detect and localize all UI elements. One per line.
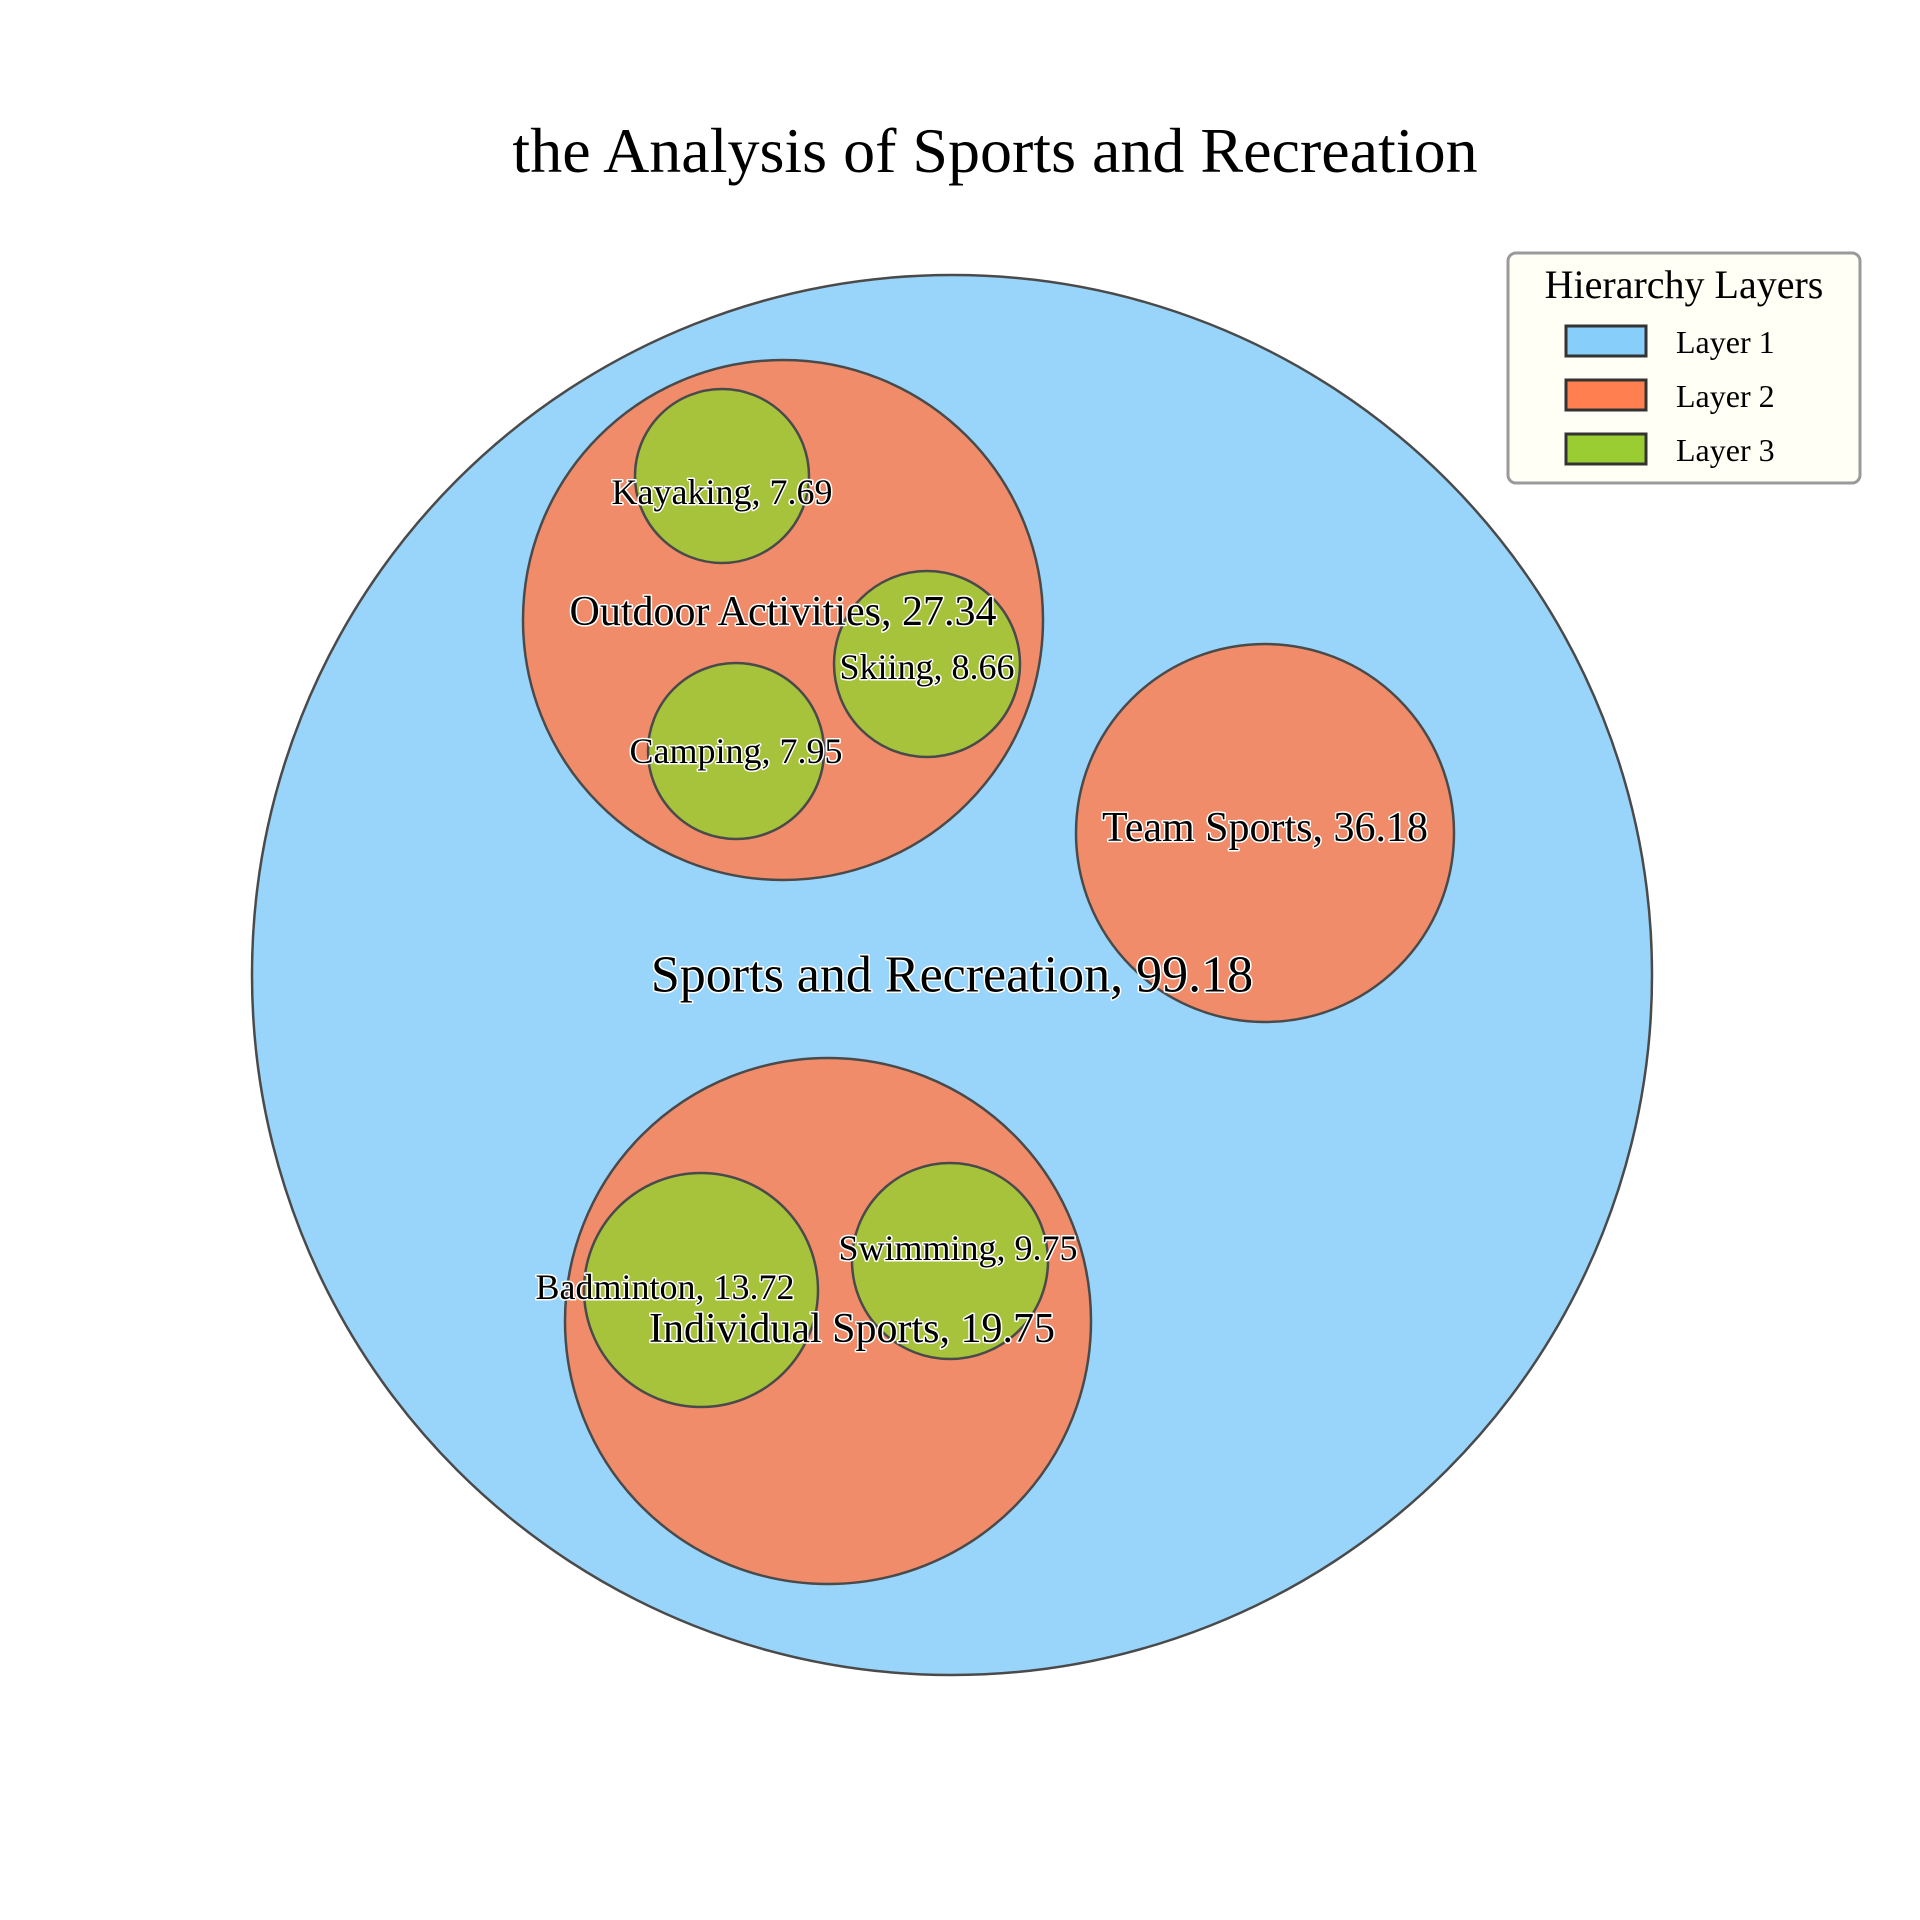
legend-swatch-layer-3 xyxy=(1564,432,1648,466)
label-badminton: Badminton, 13.72 xyxy=(536,1267,795,1307)
circle-camping xyxy=(646,661,826,841)
legend-box xyxy=(1506,251,1862,485)
circles-layer xyxy=(250,273,1654,1677)
label-outdoor-activities: Outdoor Activities, 27.34 xyxy=(570,589,997,635)
label-skiing: Skiing, 8.66 xyxy=(839,647,1014,687)
legend-label-layer-2: Layer 2 xyxy=(1676,378,1775,414)
circle-badminton xyxy=(582,1171,820,1409)
legend-title: Hierarchy Layers xyxy=(1545,262,1824,307)
label-swimming: Swimming, 9.75 xyxy=(838,1228,1077,1268)
label-team-sports: Team Sports, 36.18 xyxy=(1102,805,1428,851)
circle-team-sports xyxy=(1074,642,1456,1024)
circle-skiing xyxy=(832,569,1022,759)
label-camping: Camping, 7.95 xyxy=(630,731,843,771)
label-kayaking: Kayaking, 7.69 xyxy=(612,472,833,512)
legend-label-layer-1: Layer 1 xyxy=(1676,324,1775,360)
label-individual-sports: Individual Sports, 19.75 xyxy=(649,1306,1055,1352)
label-sports-and-recreation: Sports and Recreation, 99.18 xyxy=(651,947,1253,1004)
labels-layer: Sports and Recreation, 99.18 Outdoor Acti… xyxy=(534,471,1430,1354)
circle-swimming xyxy=(850,1161,1050,1361)
legend-label-layer-3: Layer 3 xyxy=(1676,432,1775,468)
circle-kayaking xyxy=(633,387,811,565)
chart-title: the Analysis of Sports and Recreation xyxy=(512,115,1477,186)
legend-swatch-layer-1 xyxy=(1564,324,1648,358)
legend-swatch-layer-2 xyxy=(1564,378,1648,412)
legend: Hierarchy Layers Layer 1 Layer 2 Layer 3 xyxy=(1506,251,1862,485)
